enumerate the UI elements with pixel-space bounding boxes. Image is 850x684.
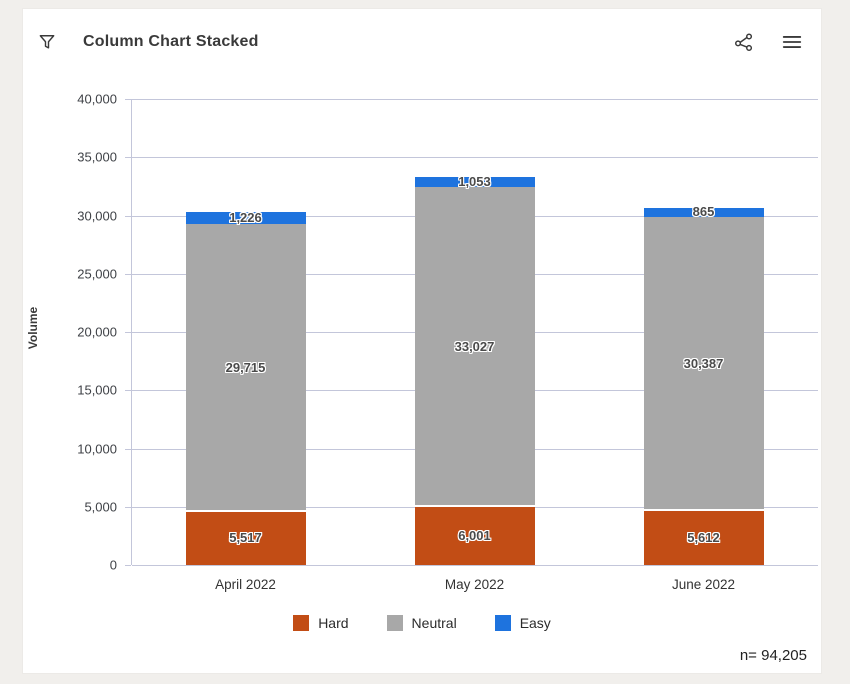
legend-label: Easy: [519, 615, 551, 631]
bar-segment-hard[interactable]: [185, 511, 306, 565]
legend-label: Neutral: [411, 615, 457, 631]
bar-segment-neutral[interactable]: [185, 224, 306, 512]
category-column: 6,001 33,027 1,053: [360, 99, 589, 565]
bar-segment-hard[interactable]: [643, 510, 764, 565]
stacked-bar: 5,612 30,387 865: [643, 99, 764, 565]
x-axis-label: April 2022: [215, 577, 276, 592]
menu-button[interactable]: [777, 27, 807, 57]
x-axis-label: May 2022: [444, 577, 505, 592]
category-column: 5,517 29,715 1,226: [131, 99, 360, 565]
y-axis-tick-label: 30,000: [77, 208, 117, 224]
bar-segment-neutral[interactable]: [643, 216, 764, 511]
bar-segment-easy[interactable]: [643, 208, 764, 217]
chart-card: Column Chart Stacked: [22, 8, 822, 674]
y-axis-tick: [125, 390, 131, 391]
y-axis-tick-label: 10,000: [77, 441, 117, 457]
y-axis-tick: [125, 99, 131, 100]
legend-item-hard[interactable]: Hard: [293, 615, 349, 631]
x-axis-label: June 2022: [671, 577, 736, 592]
bar-segment-neutral[interactable]: [414, 187, 535, 507]
y-axis-tick-label: 25,000: [77, 266, 117, 282]
legend-swatch: [386, 615, 403, 631]
gridline: [132, 99, 818, 100]
legend-swatch: [494, 615, 511, 631]
x-axis-labels: April 2022 May 2022 June 2022: [131, 577, 818, 592]
legend: Hard Neutral Easy: [23, 615, 821, 631]
y-axis-tick: [125, 332, 131, 333]
y-axis-tick: [125, 565, 131, 566]
y-axis-tick-label: 0: [109, 557, 117, 573]
y-axis-tick: [125, 449, 131, 450]
y-axis-tick-label: 40,000: [77, 91, 117, 107]
legend-item-easy[interactable]: Easy: [494, 615, 551, 631]
bar-segment-easy[interactable]: [185, 212, 306, 225]
y-axis-tick: [125, 157, 131, 158]
y-axis-tick-label: 5,000: [84, 499, 117, 515]
y-axis-tick: [125, 274, 131, 275]
legend-swatch: [293, 615, 310, 631]
y-axis-tick-label: 35,000: [77, 149, 117, 165]
sample-size-label: n= 94,205: [739, 647, 807, 664]
chart-header: Column Chart Stacked: [23, 9, 821, 59]
funnel-filter-icon: [37, 32, 57, 52]
hamburger-menu-icon: [781, 31, 803, 53]
stacked-bar: 5,517 29,715 1,226: [185, 99, 306, 565]
category-column: 5,612 30,387 865: [589, 99, 818, 565]
y-axis-tick-label: 20,000: [77, 324, 117, 340]
bar-segment-easy[interactable]: [414, 177, 535, 188]
share-network-icon: [733, 31, 755, 53]
filter-button[interactable]: [33, 28, 61, 56]
y-axis-tick-label: 15,000: [77, 382, 117, 398]
gridline: [132, 565, 818, 566]
legend-label: Hard: [318, 615, 349, 631]
legend-item-neutral[interactable]: Neutral: [386, 615, 457, 631]
y-axis-tick: [125, 507, 131, 508]
y-axis-labels: 0 5,000 10,000 15,000 20,000 25,000 30,000 35,0…: [23, 92, 131, 573]
share-button[interactable]: [729, 27, 759, 57]
gridline: [132, 157, 818, 158]
y-axis-tick: [125, 216, 131, 217]
page-title: Column Chart Stacked: [83, 33, 259, 50]
bar-columns: 5,517 29,715 1,226 6,001 33,027 1,053 5,612 30,…: [131, 99, 818, 565]
stacked-bar: 6,001 33,027 1,053: [414, 99, 535, 565]
bar-segment-hard[interactable]: [414, 506, 535, 565]
plot-wrap: 5,517 29,715 1,226 6,001 33,027 1,053 5,612 30,…: [125, 99, 818, 566]
